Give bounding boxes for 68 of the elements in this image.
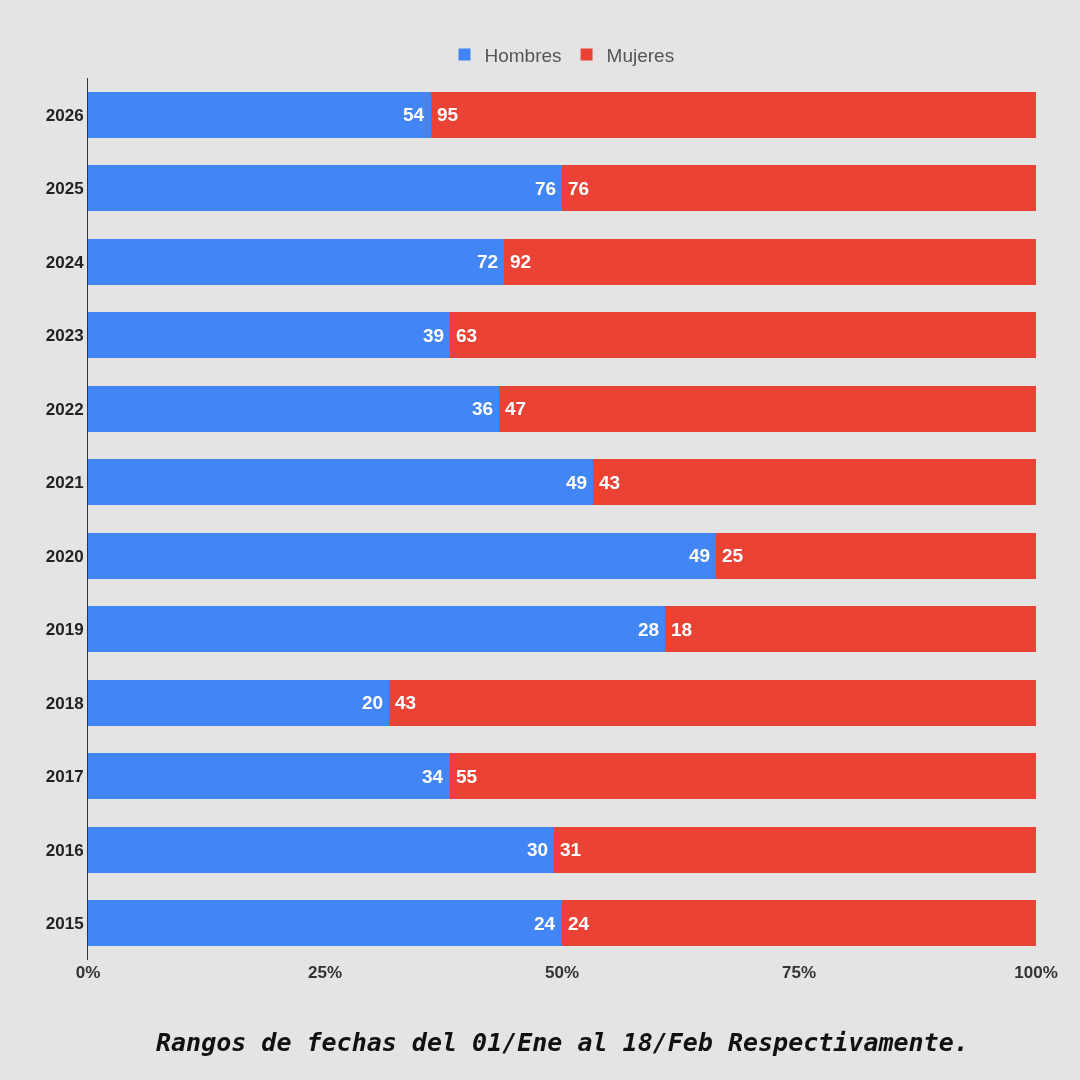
y-tick-label: 2025 <box>45 179 84 199</box>
bar <box>88 606 666 653</box>
annotation: 95 <box>437 104 459 125</box>
y-tick-label: 2018 <box>45 693 84 713</box>
y-tick-label: 2020 <box>45 546 84 566</box>
annotation: 25 <box>722 545 744 566</box>
bar <box>88 238 505 285</box>
bar <box>88 385 500 432</box>
annotation: 43 <box>599 472 621 493</box>
y-tick-label: 2023 <box>45 326 84 346</box>
x-tick-label: 75% <box>781 963 817 982</box>
bar <box>388 679 1036 726</box>
bar <box>88 91 432 138</box>
y-tick-label: 2021 <box>45 473 84 493</box>
annotation: 31 <box>560 839 582 860</box>
annotation: 18 <box>671 619 693 640</box>
bar <box>88 312 451 359</box>
bar <box>88 165 562 212</box>
legend-label: Mujeres <box>606 44 675 66</box>
annotation: 55 <box>456 766 478 787</box>
annotation: 20 <box>362 692 384 713</box>
bar <box>88 826 555 873</box>
bar <box>715 532 1036 579</box>
bar <box>554 826 1036 873</box>
annotation: 28 <box>638 619 660 640</box>
legend-label: Hombres <box>484 44 562 66</box>
bar <box>88 532 716 579</box>
x-tick-label: 0% <box>75 963 101 982</box>
annotation: 72 <box>477 251 499 272</box>
annotation: 49 <box>566 472 588 493</box>
annotation: 34 <box>422 766 444 787</box>
bar <box>499 385 1036 432</box>
x-tick-label: 50% <box>544 963 580 982</box>
y-tick-label: 2016 <box>45 840 84 860</box>
bar <box>593 459 1036 506</box>
text: Rangos de fechas del 01/Ene al 18/Feb Respectivamente. <box>156 1028 969 1057</box>
x-tick-label: 100% <box>1014 963 1058 982</box>
annotation: 47 <box>505 398 527 419</box>
annotation: 76 <box>535 178 557 199</box>
y-tick-label: 2022 <box>45 399 84 419</box>
annotation: 36 <box>472 398 494 419</box>
y-tick-label: 2019 <box>45 620 84 640</box>
bar <box>88 900 562 947</box>
y-tick-label: 2026 <box>45 105 84 125</box>
annotation: 54 <box>403 104 425 125</box>
annotation: 63 <box>456 325 478 346</box>
annotation: 30 <box>527 839 549 860</box>
annotation: 24 <box>568 913 590 934</box>
y-tick-label: 2015 <box>45 914 84 934</box>
bar <box>665 606 1036 653</box>
annotation: 76 <box>568 178 590 199</box>
annotation: 92 <box>510 251 532 272</box>
y-tick-label: 2017 <box>45 767 84 787</box>
bar <box>88 459 594 506</box>
bar <box>562 165 1036 212</box>
bar <box>450 312 1036 359</box>
bar <box>88 753 451 800</box>
bar <box>450 753 1036 800</box>
x-tick-label: 25% <box>307 963 343 982</box>
annotation: 24 <box>534 913 556 934</box>
annotation: 39 <box>423 325 445 346</box>
annotation: 43 <box>395 692 417 713</box>
y-tick-label: 2024 <box>45 252 85 272</box>
bar <box>431 91 1036 138</box>
bar <box>562 900 1036 947</box>
bar <box>88 679 389 726</box>
bar <box>504 238 1036 285</box>
annotation: 49 <box>689 545 711 566</box>
